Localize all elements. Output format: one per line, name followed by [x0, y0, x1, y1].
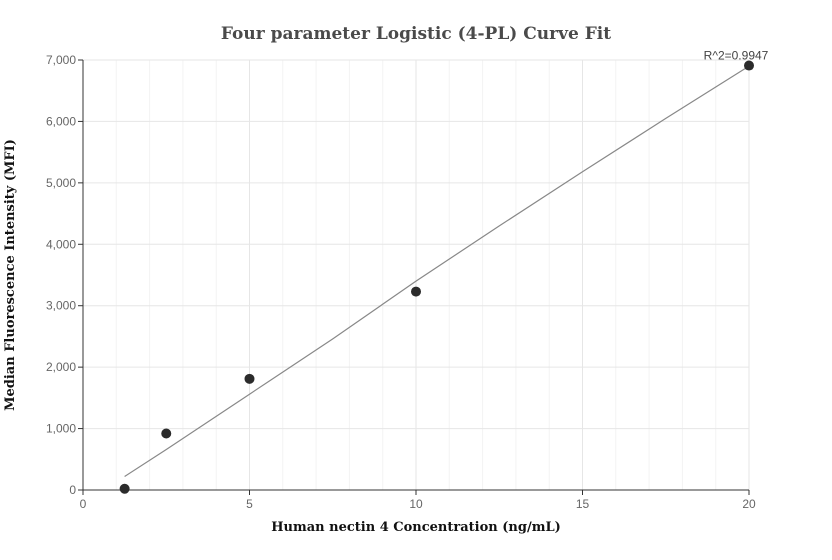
x-tick-label: 10 [409, 497, 423, 511]
y-tick-label: 6,000 [46, 114, 76, 128]
data-point [744, 60, 754, 71]
fit-curve-line [124, 65, 750, 478]
data-point [119, 483, 130, 494]
y-tick-label: 5,000 [46, 176, 76, 190]
x-tick-label: 15 [576, 497, 590, 511]
y-tick-label: 4,000 [46, 237, 76, 251]
y-tick-label: 7,000 [46, 53, 76, 67]
x-tick-label: 5 [246, 497, 253, 511]
y-tick-label: 0 [69, 483, 76, 497]
x-tick-label: 0 [80, 497, 87, 511]
data-point [411, 286, 421, 297]
grid [83, 59, 750, 490]
x-ticks: 0 5 10 15 20 [80, 490, 756, 511]
y-tick-label: 3,000 [46, 299, 76, 313]
x-axis-label: Human nectin 4 Concentration (ng/mL) [271, 520, 561, 535]
y-tick-label: 2,000 [46, 360, 76, 374]
data-point [244, 373, 255, 384]
x-tick-label: 20 [742, 497, 756, 511]
data-point [161, 428, 172, 439]
y-tick-label: 1,000 [46, 422, 76, 436]
y-axis-label: Median Fluorescence Intensity (MFI) [3, 139, 18, 411]
r-squared-annotation: R^2=0.9947 [704, 49, 769, 63]
data-points [119, 60, 754, 494]
y-ticks: 0 1,000 2,000 3,000 4,000 5,000 6,000 7,000 [46, 53, 83, 497]
chart-title: Four parameter Logistic (4-PL) Curve Fit [221, 24, 611, 44]
